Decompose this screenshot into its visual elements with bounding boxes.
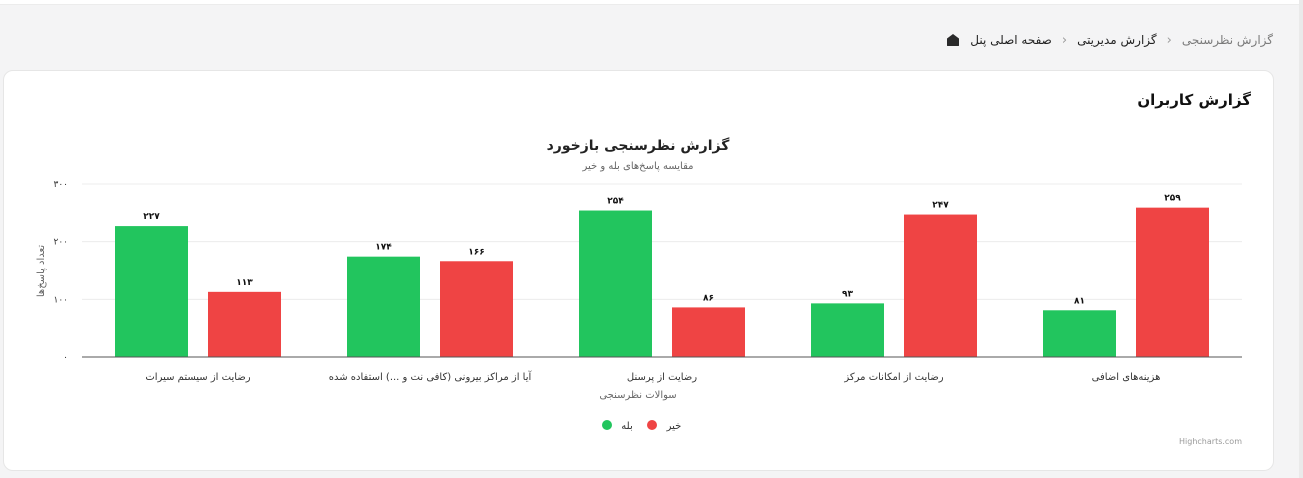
x-category-label: هزینه‌های اضافی xyxy=(1092,372,1161,383)
data-label: ۲۵۴ xyxy=(607,197,624,207)
x-category-label: آیا از مراکز بیرونی (کافی نت و ...) استف… xyxy=(329,370,533,383)
x-category-label: رضایت از امکانات مرکز xyxy=(843,372,943,383)
survey-bar-chart: گزارش نظرسنجی بازخورد مقایسه پاسخ‌های بل… xyxy=(36,137,1242,446)
data-label: ۲۵۹ xyxy=(1164,194,1181,204)
home-icon[interactable] xyxy=(946,33,960,47)
data-label: ۱۶۶ xyxy=(468,247,484,257)
x-axis-title: سوالات نظرسنجی xyxy=(599,390,676,401)
legend-label-no: خیر xyxy=(666,421,682,432)
data-label: ۱۷۴ xyxy=(375,243,392,253)
y-tick-label: ۲۰۰ xyxy=(53,238,68,248)
breadcrumb-survey-report: گزارش نظرسنجی xyxy=(1181,33,1273,47)
bar-yes[interactable] xyxy=(347,256,420,357)
legend-item-yes[interactable]: بله xyxy=(602,420,633,432)
breadcrumb: صفحه اصلی پنل ‹ گزارش مدیریتی ‹ گزارش نظ… xyxy=(946,30,1273,50)
bar-yes[interactable] xyxy=(1043,310,1116,357)
data-label: ۸۶ xyxy=(703,293,714,303)
breadcrumb-home[interactable]: صفحه اصلی پنل xyxy=(970,33,1052,47)
data-label: ۲۴۷ xyxy=(932,201,949,211)
x-category-label: رضایت از سیستم سیرات xyxy=(145,372,250,383)
chart-title: گزارش نظرسنجی بازخورد xyxy=(547,137,731,154)
bar-yes[interactable] xyxy=(579,210,652,357)
chart-credits[interactable]: Highcharts.com xyxy=(1179,437,1242,446)
bar-no[interactable] xyxy=(1136,207,1209,357)
legend-item-no[interactable]: خیر xyxy=(647,420,681,432)
chevron-left-icon: ‹ xyxy=(1166,32,1172,48)
legend-marker-no xyxy=(647,420,657,430)
x-axis-categories: رضایت از سیستم سیرات آیا از مراکز بیرونی … xyxy=(145,370,1160,383)
breadcrumb-management-report[interactable]: گزارش مدیریتی xyxy=(1077,33,1157,47)
y-tick-label: ۱۰۰ xyxy=(53,295,68,305)
chevron-left-icon: ‹ xyxy=(1061,32,1068,48)
bar-no[interactable] xyxy=(208,291,281,357)
bar-no[interactable] xyxy=(672,307,745,357)
data-label: ۹۳ xyxy=(842,289,853,299)
bar-yes[interactable] xyxy=(115,226,188,357)
bar-yes[interactable] xyxy=(811,303,884,357)
bar-no[interactable] xyxy=(440,261,513,357)
y-axis-ticks: ۰ ۱۰۰ ۲۰۰ ۳۰۰ xyxy=(53,180,68,363)
legend-marker-yes xyxy=(602,420,612,430)
bar-no[interactable] xyxy=(904,214,977,357)
y-axis-title: تعداد پاسخ‌ها xyxy=(36,245,47,297)
page-scrollbar[interactable] xyxy=(1299,0,1303,478)
legend-label-yes: بله xyxy=(621,421,632,432)
chart-bars: ۲۲۷ ۱۱۳ ۱۷۴ ۱۶۶ ۲۵۴ ۸۶ ۹۳ ۲۴۷ ۸۱ ۲۵۹ xyxy=(115,194,1209,357)
legend: خیر بله xyxy=(602,420,681,432)
y-tick-label: ۳۰۰ xyxy=(53,180,68,190)
chart-subtitle: مقایسه پاسخ‌های بله و خیر xyxy=(581,161,693,172)
y-tick-label: ۰ xyxy=(63,353,68,363)
data-label: ۱۱۳ xyxy=(236,278,253,288)
card-title: گزارش کاربران xyxy=(1137,91,1251,109)
x-category-label: رضایت از پرسنل xyxy=(627,372,697,383)
data-label: ۲۲۷ xyxy=(143,212,160,222)
chart-grid xyxy=(82,183,1242,300)
report-card: گزارش کاربران گزارش نظرسنجی بازخورد مقای… xyxy=(3,70,1274,471)
top-bar xyxy=(0,0,1303,5)
data-label: ۸۱ xyxy=(1074,296,1085,306)
